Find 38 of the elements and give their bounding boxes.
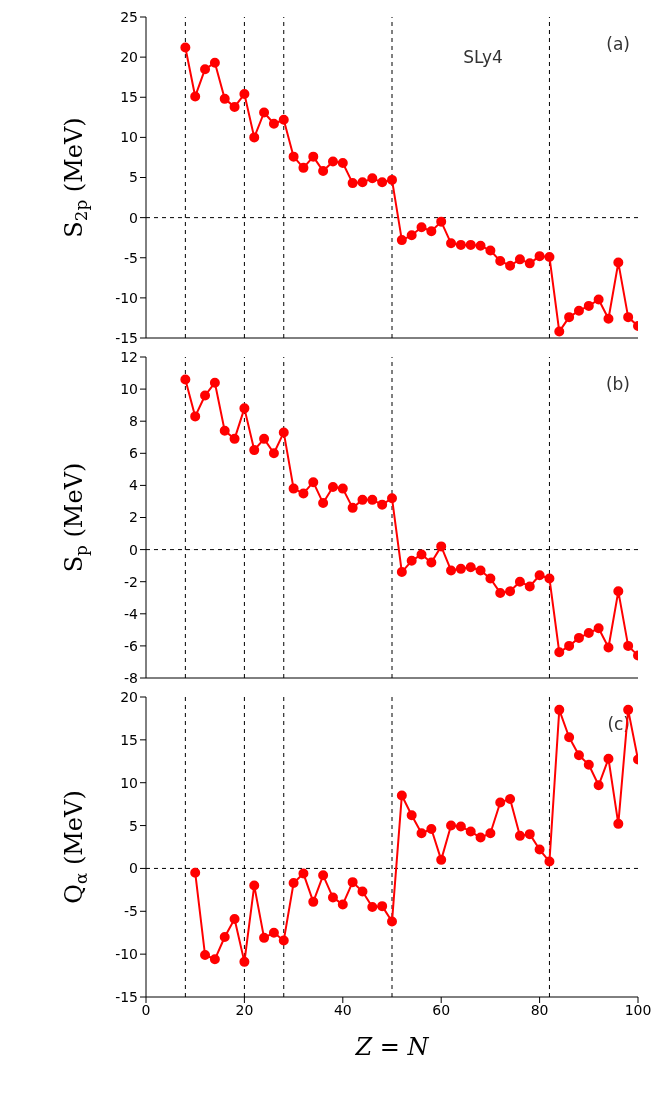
y-tick-label: 4 [129, 477, 139, 494]
x-tick-label: 60 [432, 1001, 451, 1018]
y-tick-label: 20 [120, 49, 138, 66]
y-tick-label: 15 [120, 731, 138, 748]
y-tick-label: -10 [115, 289, 138, 306]
y-tick-label: 12 [120, 348, 138, 365]
y-tick-label: 8 [129, 413, 138, 430]
x-tick-label: 80 [530, 1001, 549, 1018]
x-tick-label: 40 [333, 1001, 352, 1018]
y-tick-label: -15 [115, 988, 138, 1005]
y-tick-label: 6 [129, 445, 139, 462]
y-tick-label: 5 [129, 817, 138, 834]
y-tick-label: 0 [129, 209, 138, 226]
x-axis-title: Z = N [354, 1033, 430, 1061]
y-tick-label: -2 [124, 573, 138, 590]
y-tick-label: 5 [129, 169, 138, 186]
y-tick-label: 15 [120, 89, 138, 106]
y-tick-label: -15 [115, 329, 138, 346]
y-tick-label: -5 [124, 249, 138, 266]
y-tick-label: 20 [120, 688, 138, 705]
y-tick-label: 10 [120, 381, 138, 398]
x-tick-label: 100 [624, 1001, 651, 1018]
y-tick-label: 0 [129, 541, 138, 558]
y-tick-label: 2 [129, 509, 138, 526]
y-tick-label: 10 [120, 129, 138, 146]
y-tick-label: -10 [115, 946, 138, 963]
y-tick-label: 0 [129, 860, 138, 877]
y-tick-label: 25 [120, 8, 138, 25]
y-tick-label: -8 [124, 669, 138, 686]
y-tick-label: -6 [124, 637, 139, 654]
y-tick-label: 10 [120, 774, 138, 791]
x-tick-label: 20 [235, 1001, 254, 1018]
y-tick-label: -4 [124, 605, 139, 622]
annotation: (a) [606, 34, 630, 54]
x-tick-label: 0 [141, 1001, 151, 1018]
annotation: SLy4 [463, 47, 503, 67]
annotation: (b) [605, 374, 630, 394]
y-tick-label: -5 [124, 903, 138, 920]
